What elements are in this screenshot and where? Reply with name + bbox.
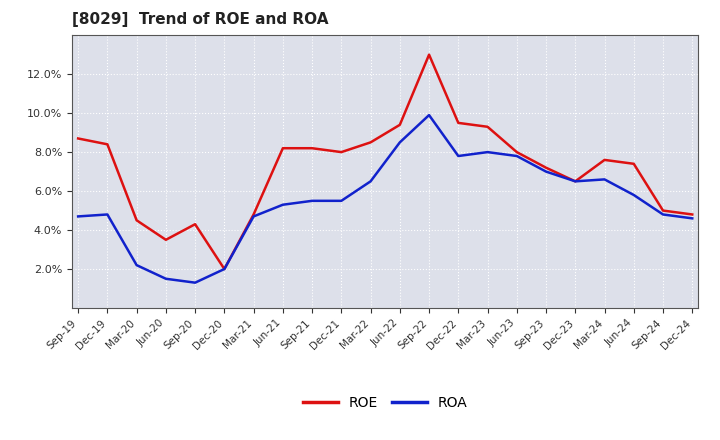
ROE bbox=[454, 120, 463, 125]
Legend: ROE, ROA: ROE, ROA bbox=[297, 391, 473, 416]
Line: ROA: ROA bbox=[78, 115, 692, 282]
ROE bbox=[161, 237, 170, 242]
ROA bbox=[541, 169, 550, 174]
ROE bbox=[307, 146, 316, 151]
ROE bbox=[337, 150, 346, 155]
ROE bbox=[659, 208, 667, 213]
ROA bbox=[600, 177, 609, 182]
ROA bbox=[279, 202, 287, 207]
ROA bbox=[191, 280, 199, 285]
ROA bbox=[395, 140, 404, 145]
ROA bbox=[629, 192, 638, 198]
ROE bbox=[279, 146, 287, 151]
Line: ROE: ROE bbox=[78, 55, 692, 269]
ROA bbox=[74, 214, 83, 219]
ROE bbox=[600, 157, 609, 162]
ROA bbox=[688, 216, 696, 221]
ROA bbox=[103, 212, 112, 217]
ROA bbox=[513, 154, 521, 159]
ROA bbox=[220, 266, 229, 271]
ROE bbox=[483, 124, 492, 129]
ROA bbox=[337, 198, 346, 203]
ROA bbox=[366, 179, 375, 184]
ROA bbox=[571, 179, 580, 184]
ROE bbox=[191, 222, 199, 227]
ROE bbox=[395, 122, 404, 128]
Text: [8029]  Trend of ROE and ROA: [8029] Trend of ROE and ROA bbox=[72, 12, 328, 27]
ROE bbox=[132, 218, 141, 223]
ROA bbox=[659, 212, 667, 217]
ROE bbox=[571, 179, 580, 184]
ROA bbox=[454, 154, 463, 159]
ROE bbox=[541, 165, 550, 170]
ROE bbox=[688, 212, 696, 217]
ROE bbox=[629, 161, 638, 166]
ROE bbox=[74, 136, 83, 141]
ROA bbox=[425, 113, 433, 118]
ROA bbox=[307, 198, 316, 203]
ROA bbox=[249, 214, 258, 219]
ROE bbox=[366, 140, 375, 145]
ROA bbox=[132, 263, 141, 268]
ROE bbox=[103, 142, 112, 147]
ROE bbox=[425, 52, 433, 57]
ROE bbox=[249, 212, 258, 217]
ROA bbox=[161, 276, 170, 282]
ROE bbox=[220, 266, 229, 271]
ROE bbox=[513, 150, 521, 155]
ROA bbox=[483, 150, 492, 155]
